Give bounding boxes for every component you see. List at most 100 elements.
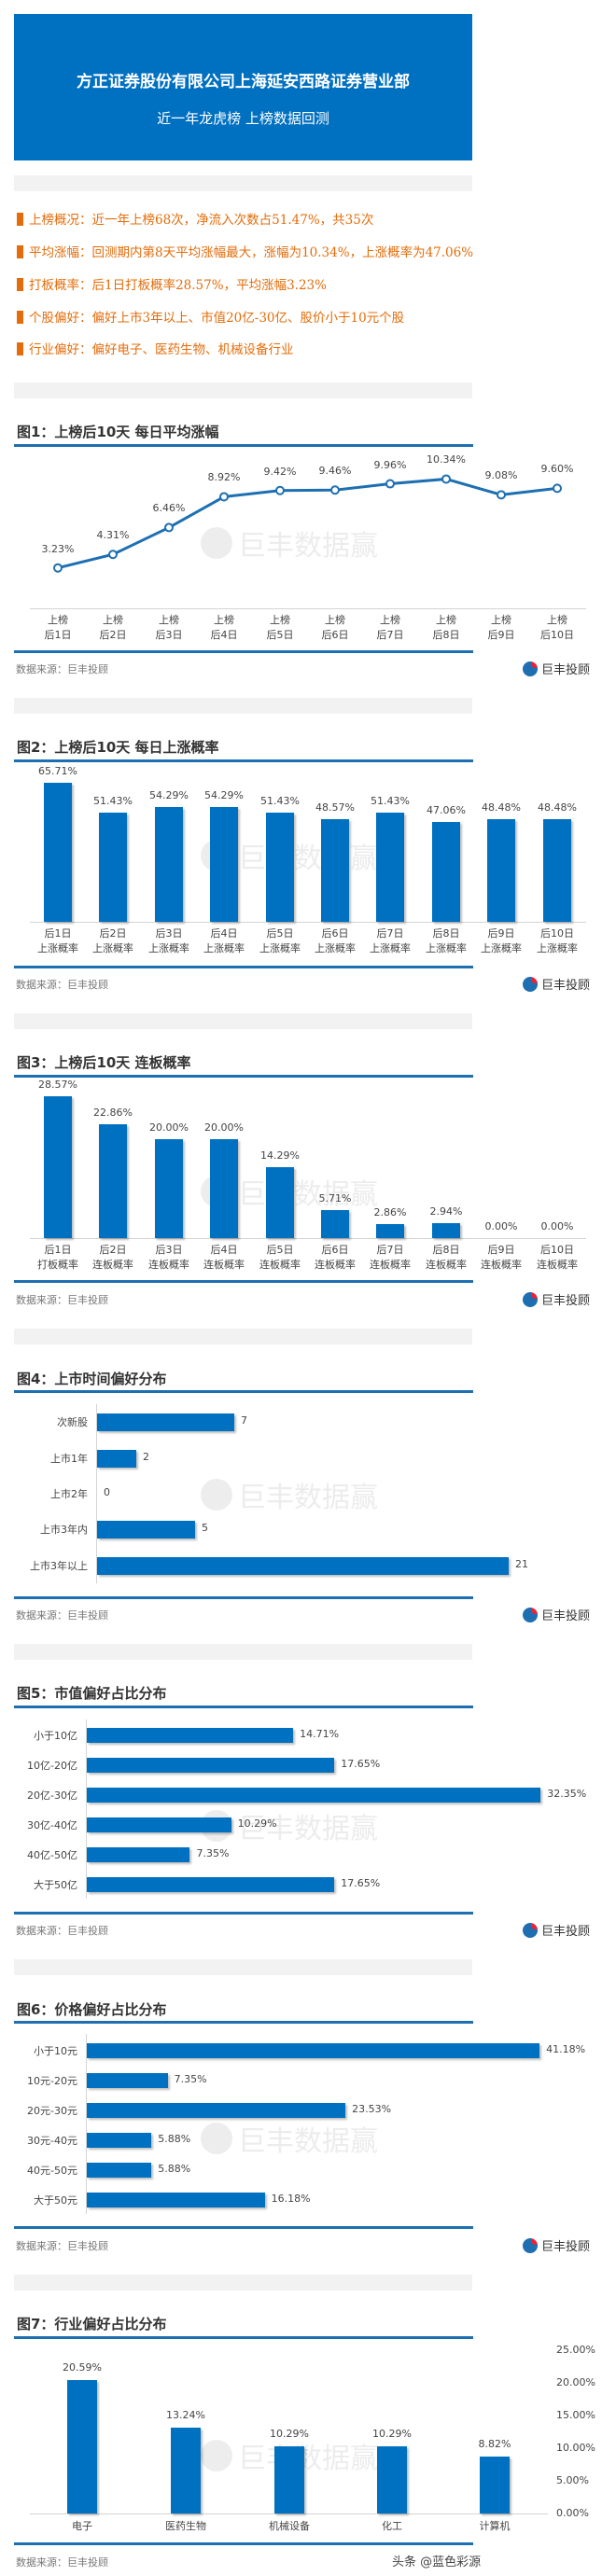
watermark-logo-icon <box>201 1479 232 1511</box>
chart-title: 图1：上榜后10天 每日平均涨幅 <box>17 424 219 440</box>
data-label: 9.60% <box>540 463 574 476</box>
bar <box>87 2193 265 2207</box>
chart-top-rule <box>14 1706 473 1708</box>
bar <box>87 2133 152 2148</box>
y-tick-label: 10亿-20亿 <box>27 1760 77 1772</box>
data-point-marker <box>53 563 63 573</box>
data-label: 17.65% <box>341 1758 381 1770</box>
x-tick-label: 上榜 <box>48 614 68 626</box>
bar <box>44 1096 72 1238</box>
data-label: 8.82% <box>478 2437 511 2450</box>
data-point-marker <box>330 485 340 495</box>
watermark-logo-icon <box>201 2440 232 2472</box>
brand-name: 巨丰投顾 <box>541 1925 591 1939</box>
x-tick-label: 连板概率 <box>315 1259 356 1271</box>
chart-top-rule <box>14 1390 473 1393</box>
data-label: 5.71% <box>318 1191 352 1204</box>
bar <box>97 1520 195 1539</box>
bar <box>97 1449 136 1468</box>
data-label: 9.96% <box>373 458 407 471</box>
y-tick-label: 40元-50元 <box>27 2165 77 2177</box>
data-source-label: 数据来源：巨丰投顾 <box>16 1609 108 1622</box>
x-tick-label: 化工 <box>382 2520 402 2532</box>
section-divider <box>14 1959 472 1975</box>
data-label: 3.23% <box>41 542 75 555</box>
chart-title: 图2：上榜后10天 每日上涨概率 <box>17 739 219 756</box>
brand-logo: 巨丰投顾 <box>523 2236 590 2254</box>
x-tick-label: 上榜 <box>270 614 290 626</box>
x-tick-label: 连板概率 <box>426 1259 467 1271</box>
chart-title: 图6：价格偏好占比分布 <box>17 2001 167 2018</box>
x-tick-label: 后8日 <box>432 629 460 641</box>
data-label: 48.48% <box>482 801 521 814</box>
data-label: 0.00% <box>540 1220 574 1232</box>
x-tick-label: 上榜 <box>547 614 567 626</box>
chart-top-rule <box>14 2336 473 2339</box>
chart-title: 图4：上市时间偏好分布 <box>17 1371 167 1387</box>
chart-bottom-rule <box>14 2226 473 2229</box>
bar <box>321 1209 349 1238</box>
bar <box>480 2456 510 2513</box>
bar <box>44 782 72 922</box>
x-tick-label: 上涨概率 <box>426 942 467 954</box>
data-point-marker <box>385 479 395 489</box>
data-point-marker <box>553 483 562 494</box>
data-label: 9.46% <box>318 465 352 478</box>
bar <box>274 2446 304 2513</box>
banner-subtitle: 近一年龙虎榜 上榜数据回测 <box>157 110 329 127</box>
data-source-label: 数据来源：巨丰投顾 <box>16 663 108 675</box>
bar <box>487 818 515 922</box>
y-tick-label: 上市2年 <box>50 1488 88 1500</box>
bullet-marker-icon <box>17 213 23 226</box>
watermark: 巨丰数据赢 <box>201 522 378 564</box>
x-tick-label: 后5日 <box>266 1244 294 1256</box>
y-axis <box>86 2034 87 2214</box>
y-tick-label: 10元-20元 <box>27 2075 77 2087</box>
x-tick-label: 上榜 <box>491 614 511 626</box>
y-axis-tick-label: 20.00% <box>556 2376 595 2388</box>
data-label: 20.59% <box>63 2360 102 2374</box>
data-label: 8.92% <box>207 471 241 484</box>
x-tick-label: 连板概率 <box>481 1259 522 1271</box>
bar <box>155 806 183 922</box>
x-tick-label: 连板概率 <box>259 1259 301 1271</box>
watermark-logo-icon <box>201 527 232 559</box>
x-tick-label: 上涨概率 <box>259 942 301 954</box>
x-tick-label: 后1日 <box>44 927 72 940</box>
x-tick-label: 后8日 <box>432 927 460 940</box>
data-source-label: 数据来源：巨丰投顾 <box>16 2556 108 2569</box>
section-divider <box>14 175 472 191</box>
data-source-label: 数据来源：巨丰投顾 <box>16 2240 108 2252</box>
x-tick-label: 后5日 <box>266 927 294 940</box>
watermark: 巨丰数据赢 <box>201 2118 378 2159</box>
data-label: 20.00% <box>149 1121 189 1134</box>
summary-item: 个股偏好：偏好上市3年以上、市值20亿-30亿、股价小于10元个股 <box>17 307 404 326</box>
data-label: 21 <box>515 1558 528 1570</box>
x-tick-label: 后9日 <box>487 1244 515 1256</box>
brand-logo-icon <box>523 1607 538 1622</box>
data-label: 5.88% <box>158 2163 191 2175</box>
data-label: 54.29% <box>204 788 244 801</box>
y-tick-label: 小于10亿 <box>34 1730 77 1742</box>
y-tick-label: 小于10元 <box>34 2045 77 2057</box>
x-tick-label: 后7日 <box>376 629 404 641</box>
bullet-marker-icon <box>17 342 23 355</box>
section-divider <box>14 698 472 714</box>
section-divider <box>14 2275 472 2291</box>
data-label: 48.57% <box>315 801 355 814</box>
bar <box>210 1138 238 1238</box>
data-point-marker <box>441 474 451 484</box>
brand-name: 巨丰投顾 <box>541 2240 591 2254</box>
bar <box>266 1166 294 1238</box>
chart-top-rule <box>14 444 473 447</box>
chart-bottom-rule <box>14 1912 473 1915</box>
y-axis-tick-label: 25.00% <box>556 2344 595 2356</box>
x-tick-label: 后3日 <box>155 927 183 940</box>
data-point-marker <box>164 522 174 533</box>
brand-name: 巨丰投顾 <box>541 663 591 677</box>
x-axis <box>30 1238 586 1239</box>
y-axis <box>96 1404 97 1583</box>
x-axis <box>30 608 586 609</box>
data-label: 9.42% <box>263 465 297 478</box>
x-tick-label: 医药生物 <box>165 2520 206 2532</box>
